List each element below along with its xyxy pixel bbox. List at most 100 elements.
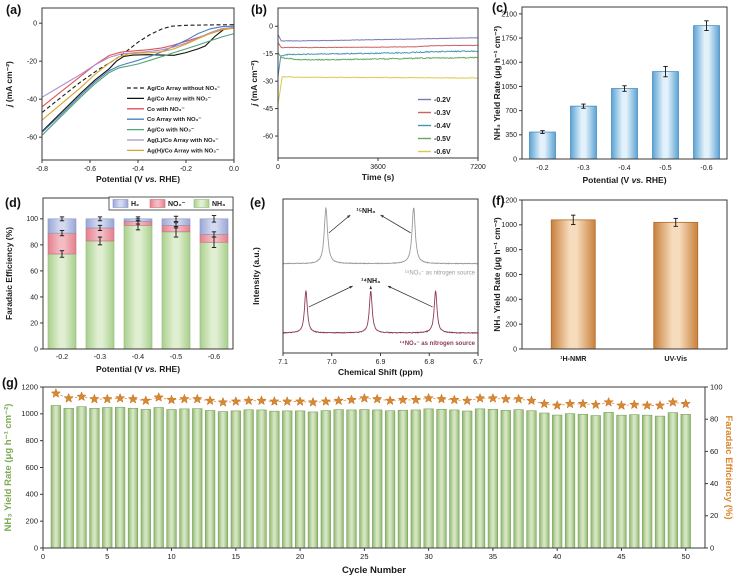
svg-text:Ag(H)/Co Array with NO₃⁻: Ag(H)/Co Array with NO₃⁻ (147, 148, 219, 154)
svg-text:15: 15 (232, 552, 240, 561)
svg-text:0.0: 0.0 (229, 166, 239, 173)
svg-text:10: 10 (167, 552, 175, 561)
svg-text:-0.2: -0.2 (536, 163, 548, 172)
svg-text:3600: 3600 (370, 164, 386, 171)
svg-text:-60: -60 (27, 135, 37, 142)
svg-text:Faradaic Efficiency (%): Faradaic Efficiency (%) (4, 227, 14, 320)
svg-text:-0.6: -0.6 (84, 166, 96, 173)
svg-text:-0.3: -0.3 (94, 352, 106, 361)
svg-text:0: 0 (513, 346, 517, 353)
svg-text:0: 0 (276, 164, 280, 171)
svg-text:-0.4: -0.4 (132, 166, 144, 173)
svg-text:1000: 1000 (501, 222, 517, 229)
svg-text:20: 20 (30, 320, 38, 327)
svg-text:0: 0 (269, 24, 273, 31)
svg-text:7.1: 7.1 (278, 359, 288, 366)
svg-text:Time (s): Time (s) (362, 172, 395, 182)
svg-text:100: 100 (710, 382, 723, 391)
svg-text:350: 350 (505, 132, 517, 139)
svg-text:Cycle Number: Cycle Number (342, 565, 406, 576)
svg-text:j (mA cm⁻²): j (mA cm⁻²) (4, 61, 14, 108)
svg-text:40: 40 (553, 552, 561, 561)
svg-text:50: 50 (682, 552, 690, 561)
svg-text:7200: 7200 (470, 164, 486, 171)
svg-text:1000: 1000 (21, 409, 38, 418)
nmr-spectra-chart: ¹⁵NH₃ ¹⁴NH₃ ¹⁵NO₃⁻ as nitrogen source ¹⁴NO₃… (251, 198, 483, 377)
svg-text:0: 0 (513, 156, 517, 163)
svg-text:NH₃: NH₃ (212, 201, 225, 208)
svg-text:-0.4: -0.4 (132, 352, 144, 361)
faradaic-efficiency-stacked-chart: 0 20 40 60 80 100 Potential (V vs. RHE) Faradai… (4, 196, 234, 374)
svg-text:Ag/Co Array without NO₃⁻: Ag/Co Array without NO₃⁻ (147, 86, 220, 92)
svg-text:Co Array with NO₃⁻: Co Array with NO₃⁻ (147, 117, 201, 123)
nmr-vs-uvvis-bar-chart: 0 200 400 600 800 1000 1200 NH₃ Yield Rate (μg … (492, 197, 728, 363)
svg-text:0: 0 (41, 552, 45, 561)
svg-text:7.0: 7.0 (327, 359, 337, 366)
svg-text:H₂: H₂ (131, 201, 139, 208)
svg-text:25: 25 (360, 552, 368, 561)
svg-text:800: 800 (25, 436, 38, 445)
svg-text:NO₂⁻: NO₂⁻ (168, 201, 186, 208)
svg-text:-0.2: -0.2 (180, 166, 192, 173)
svg-text:0: 0 (34, 543, 38, 552)
svg-text:Co with NO₃⁻: Co with NO₃⁻ (147, 107, 185, 113)
svg-text:UV-Vis: UV-Vis (664, 354, 687, 363)
svg-text:400: 400 (25, 490, 38, 499)
svg-text:1200: 1200 (21, 382, 38, 391)
svg-text:-0.6: -0.6 (700, 163, 712, 172)
cycling-stability-chart: 0 5 10 15 20 25 30 35 40 45 5002004006008001000120… (3, 382, 734, 576)
svg-text:0: 0 (710, 543, 714, 552)
svg-text:Ag/Co Array with NO₃⁻: Ag/Co Array with NO₃⁻ (147, 96, 211, 102)
svg-text:35: 35 (489, 552, 497, 561)
svg-text:¹H-NMR: ¹H-NMR (560, 354, 587, 363)
svg-text:-0.6: -0.6 (208, 352, 220, 361)
svg-text:-45: -45 (263, 106, 273, 113)
svg-text:200: 200 (25, 517, 38, 526)
svg-text:5: 5 (105, 552, 109, 561)
svg-text:-30: -30 (263, 79, 273, 86)
svg-text:20: 20 (296, 552, 304, 561)
svg-text:Chemical Shift (ppm): Chemical Shift (ppm) (338, 367, 423, 377)
svg-text:600: 600 (25, 463, 38, 472)
svg-text:60: 60 (710, 447, 718, 456)
svg-text:¹⁴NH₃: ¹⁴NH₃ (361, 278, 380, 285)
svg-text:-0.4: -0.4 (618, 163, 630, 172)
svg-text:700: 700 (505, 108, 517, 115)
svg-text:¹⁴NO₃⁻ as nitrogen source: ¹⁴NO₃⁻ as nitrogen source (400, 340, 476, 347)
svg-text:-0.3: -0.3 (577, 163, 589, 172)
svg-text:¹⁵NO₃⁻ as nitrogen source: ¹⁵NO₃⁻ as nitrogen source (405, 270, 476, 277)
svg-text:-20: -20 (27, 59, 37, 66)
svg-text:400: 400 (505, 297, 517, 304)
svg-text:-0.5: -0.5 (170, 352, 182, 361)
panel-a-letter: (a) (6, 3, 22, 17)
svg-text:Potential (V vs. RHE): Potential (V vs. RHE) (96, 174, 180, 184)
svg-text:¹⁵NH₃: ¹⁵NH₃ (356, 208, 375, 215)
svg-text:6.9: 6.9 (376, 359, 386, 366)
svg-text:0: 0 (34, 346, 38, 353)
svg-text:Potential (V vs. RHE): Potential (V vs. RHE) (582, 175, 666, 185)
svg-text:100: 100 (26, 216, 38, 223)
svg-text:60: 60 (30, 268, 38, 275)
svg-text:1200: 1200 (501, 197, 517, 204)
svg-text:-0.3V: -0.3V (434, 110, 451, 117)
svg-text:NH₃ Yield Rate (μg h⁻¹ cm⁻²): NH₃ Yield Rate (μg h⁻¹ cm⁻²) (492, 217, 502, 332)
chronoamperometry-chart: 0 3600 7200 0 -15 -30 -45 -60 Time (s) j (mA cm⁻²… (249, 7, 486, 182)
panel-g-letter: (g) (2, 376, 18, 390)
panel-f-letter: (f) (492, 194, 505, 208)
svg-text:-40: -40 (27, 97, 37, 104)
panel-d-letter: (d) (5, 196, 21, 210)
svg-text:NH₃ Yield Rate (μg h⁻¹ cm⁻²): NH₃ Yield Rate (μg h⁻¹ cm⁻²) (492, 26, 502, 141)
svg-text:-0.2V: -0.2V (434, 97, 451, 104)
svg-text:80: 80 (30, 242, 38, 249)
svg-text:Intensity (a.u.): Intensity (a.u.) (251, 247, 261, 305)
svg-text:Potential (V vs. RHE): Potential (V vs. RHE) (96, 364, 180, 374)
svg-text:-0.6V: -0.6V (434, 149, 451, 156)
svg-text:40: 40 (710, 479, 718, 488)
svg-text:800: 800 (505, 247, 517, 254)
svg-text:Ag(L)/Co Array with NO₃⁻: Ag(L)/Co Array with NO₃⁻ (147, 138, 218, 144)
svg-text:6.8: 6.8 (424, 359, 434, 366)
svg-text:30: 30 (424, 552, 432, 561)
svg-text:600: 600 (505, 272, 517, 279)
svg-text:1400: 1400 (501, 60, 517, 67)
